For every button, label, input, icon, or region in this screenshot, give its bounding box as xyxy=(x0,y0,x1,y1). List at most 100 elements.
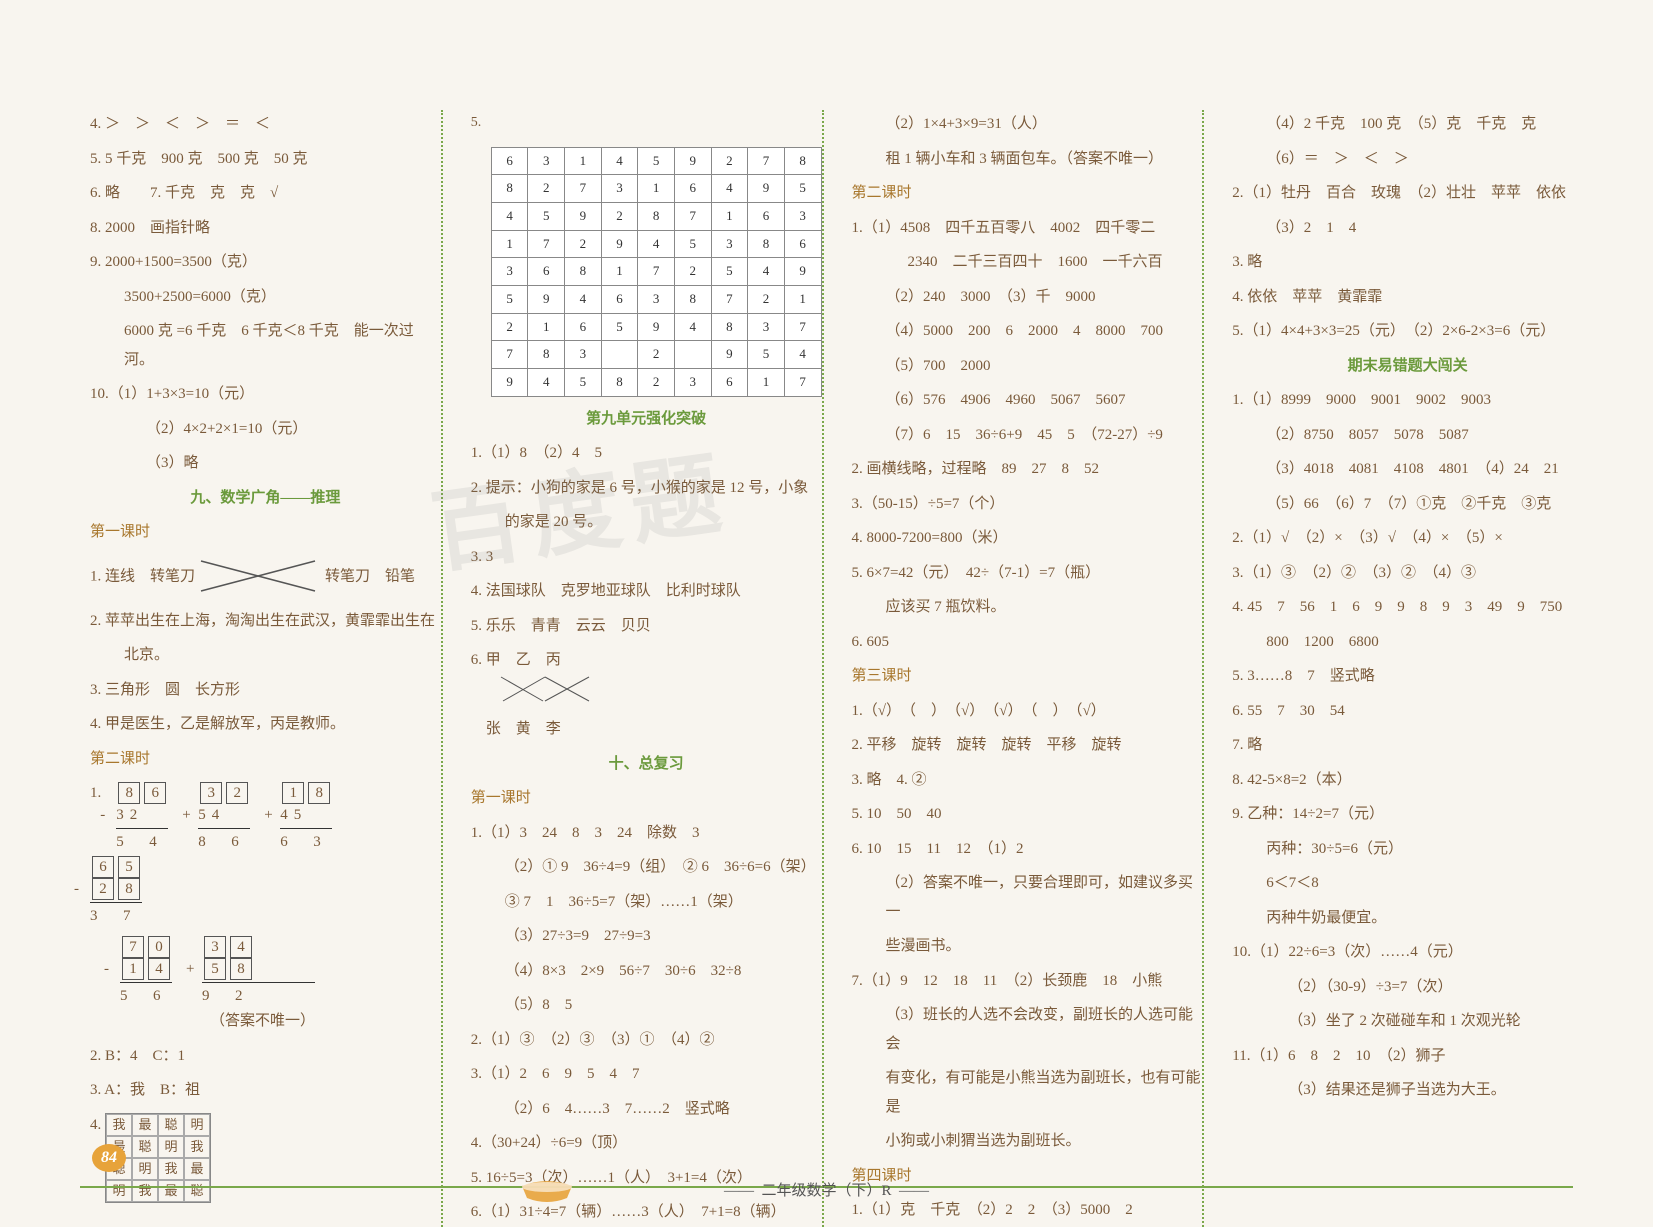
column-1: 4. ＞ ＞ ＜ ＞ ＝ ＜ 5. 5 千克 900 克 500 克 50 克 6.… xyxy=(90,110,443,1227)
text-line: 6. 605 xyxy=(852,628,1203,657)
column-4: （4）2 千克 100 克 （5）克 千克 克 （6）＝ ＞ ＜ ＞ 2.（1）牡丹… xyxy=(1232,110,1583,1227)
text-line: 2. 提示：小狗的家是 6 号，小猴的家是 12 号，小象 xyxy=(471,474,822,503)
text-line: 7.（1）9 12 18 11 （2）长颈鹿 18 小熊 xyxy=(852,967,1203,996)
text-line: 2. 画横线略，过程略 89 27 8 52 xyxy=(852,455,1203,484)
text-line: 九、数学广角——推理 xyxy=(90,484,441,513)
text-line: 丙种：30÷5=6（元） xyxy=(1232,835,1583,864)
text-line: 8. 42-5×8=2（本） xyxy=(1232,766,1583,795)
text-line: 3500+2500=6000（克） xyxy=(90,283,441,312)
text-line: 6. 略 7. 千克 克 克 √ xyxy=(90,179,441,208)
text-line: 第一课时 xyxy=(90,518,441,547)
arith-row-1: 1. 86-325 432+548 618+456 365-283 7 xyxy=(90,779,441,927)
text-line: 10.（1）1+3×3=10（元） xyxy=(90,380,441,409)
text-line: 北京。 xyxy=(90,641,441,670)
text-line: 小狗或小刺猬当选为副班长。 xyxy=(852,1127,1203,1156)
matching-2: 6. 甲 乙 丙 张 黄 李 xyxy=(471,646,822,744)
text-line: 租 1 辆小车和 3 辆面包车。（答案不唯一） xyxy=(852,145,1203,174)
text-line: 3. 略 4. ② xyxy=(852,766,1203,795)
text-line: 有变化，有可能是小熊当选为副班长，也有可能是 xyxy=(852,1064,1203,1121)
text-line: 第一课时 xyxy=(471,784,822,813)
text-line: 期末易错题大闯关 xyxy=(1232,352,1583,381)
text-line: （5）66 （6）7 （7）①克 ②千克 ③克 xyxy=(1232,490,1583,519)
text-line: （3）结果还是狮子当选为大王。 xyxy=(1232,1076,1583,1105)
text-line: ③ 7 1 36÷5=7（架）……1（架） xyxy=(471,888,822,917)
text-line: （4）8×3 2×9 56÷7 30÷6 32÷8 xyxy=(471,957,822,986)
text-line: 第二课时 xyxy=(90,745,441,774)
text-line: 3.（1）2 6 9 5 4 7 xyxy=(471,1060,822,1089)
text-line: 5. 乐乐 青青 云云 贝贝 xyxy=(471,612,822,641)
text-line: （3）2 1 4 xyxy=(1232,214,1583,243)
text-line: 丙种牛奶最便宜。 xyxy=(1232,904,1583,933)
text-line: 8. 2000 画指针略 xyxy=(90,214,441,243)
text-line: 4. 依依 苹苹 黄霏霏 xyxy=(1232,283,1583,312)
text-line: （6）576 4906 4960 5067 5607 xyxy=(852,386,1203,415)
text-line: 7. 略 xyxy=(1232,731,1583,760)
text-line: 2.（1）③ （2）③ （3）① （4）② xyxy=(471,1026,822,1055)
column-3: （2）1×4+3×9=31（人） 租 1 辆小车和 3 辆面包车。（答案不唯一） 第… xyxy=(852,110,1205,1227)
text-line: （4）2 千克 100 克 （5）克 千克 克 xyxy=(1232,110,1583,139)
arith-row-2: 70-145 634+589 2（答案不唯一） xyxy=(90,933,441,1036)
text-line: 3.（1）③ （2）② （3）② （4）③ xyxy=(1232,559,1583,588)
text-line: 4. 法国球队 克罗地亚球队 比利时球队 xyxy=(471,577,822,606)
text-line: 2.（1）√ （2）× （3）√ （4）× （5）× xyxy=(1232,524,1583,553)
text-line: （5）8 5 xyxy=(471,991,822,1020)
text-line: 2. B：4 C：1 xyxy=(90,1042,441,1071)
worksheet-page: 百度题 4. ＞ ＞ ＜ ＞ ＝ ＜5. 5 千克 900 克 500 克 50… xyxy=(0,0,1653,1222)
text-line: 应该买 7 瓶饮料。 xyxy=(852,593,1203,622)
text-line: 4. ＞ ＞ ＜ ＞ ＝ ＜ xyxy=(90,110,441,139)
text-line: 5. 6×7=42（元） 42÷（7-1）=7（瓶） xyxy=(852,559,1203,588)
text-line: （2）8750 8057 5078 5087 xyxy=(1232,421,1583,450)
text-line: （4）5000 200 6 2000 4 8000 700 xyxy=(852,317,1203,346)
text-line: （3）班长的人选不会改变，副班长的人选可能会 xyxy=(852,1001,1203,1058)
text-line: （2）6 4……3 7……2 竖式略 xyxy=(471,1095,822,1124)
text-line: （2）4×2+2×1=10（元） xyxy=(90,415,441,444)
text-line: 4.（30+24）÷6=9（顶） xyxy=(471,1129,822,1158)
text-line: 5. 10 50 40 xyxy=(852,800,1203,829)
text-line: 第九单元强化突破 xyxy=(471,405,822,434)
column-2: 5.63145927882731649545928716317294538636… xyxy=(471,110,824,1227)
text-line: 3. 略 xyxy=(1232,248,1583,277)
text-line: 5.（1）4×4+3×3=25（元） （2）2×6-2×3=6（元） xyxy=(1232,317,1583,346)
text-line: （2）（30-9）÷3=7（次） xyxy=(1232,973,1583,1002)
text-line: 9. 乙种：14÷2=7（元） xyxy=(1232,800,1583,829)
text-line: （6）＝ ＞ ＜ ＞ xyxy=(1232,145,1583,174)
text-line: 6＜7＜8 xyxy=(1232,869,1583,898)
text-line: 3. 3 xyxy=(471,543,822,572)
page-number: 84 xyxy=(92,1144,126,1172)
text-line: 5. 3……8 7 竖式略 xyxy=(1232,662,1583,691)
matching-1: 1. 连线 转笔刀转笔刀 铅笔 xyxy=(90,553,441,601)
text-line: 6. 55 7 30 54 xyxy=(1232,697,1583,726)
text-line: 1.（1）8 （2）4 5 xyxy=(471,439,822,468)
text-line: 10.（1）22÷6=3（次）……4（元） xyxy=(1232,938,1583,967)
footer-label: —— 二年级数学（下）R —— xyxy=(0,1179,1653,1200)
text-line: 2. 苹苹出生在上海，淘淘出生在武汉，黄霏霏出生在 xyxy=(90,607,441,636)
text-line: 4. 8000-7200=800（米） xyxy=(852,524,1203,553)
text-line: （5）700 2000 xyxy=(852,352,1203,381)
text-line: （2）1×4+3×9=31（人） xyxy=(852,110,1203,139)
text-line: （2）① 9 36÷4=9（组） ② 6 36÷6=6（架） xyxy=(471,853,822,882)
text-line: 3. A：我 B：祖 xyxy=(90,1076,441,1105)
text-line: 1.（1）克 千克 （2）2 2 （3）5000 2 xyxy=(852,1196,1203,1225)
text-line: 2.（1）牡丹 百合 玫瑰 （2）壮壮 苹苹 依依 xyxy=(1232,179,1583,208)
text-line: 800 1200 6800 xyxy=(1232,628,1583,657)
text-line: 十、总复习 xyxy=(471,750,822,779)
text-line: （3）略 xyxy=(90,449,441,478)
text-line: （7）6 15 36÷6+9 45 5 （72-27）÷9 xyxy=(852,421,1203,450)
text-line: 1.（1）4508 四千五百零八 4002 四千零二 xyxy=(852,214,1203,243)
text-line: （2）240 3000 （3）千 9000 xyxy=(852,283,1203,312)
text-line: 6000 克 =6 千克 6 千克＜8 千克 能一次过河。 xyxy=(90,317,441,374)
page-number-badge: 84 xyxy=(92,1144,134,1178)
text-line: 1.（√） （ ） （√） （√） （ ） （√） xyxy=(852,697,1203,726)
text-line: （3）27÷3=9 27÷9=3 xyxy=(471,922,822,951)
text-line: （3）4018 4081 4108 4801 （4）24 21 xyxy=(1232,455,1583,484)
text-line: 5. 5 千克 900 克 500 克 50 克 xyxy=(90,145,441,174)
text-line: 1.（1）8999 9000 9001 9002 9003 xyxy=(1232,386,1583,415)
columns: 4. ＞ ＞ ＜ ＞ ＝ ＜ 5. 5 千克 900 克 500 克 50 克 6.… xyxy=(90,110,1583,1227)
text-line: 9. 2000+1500=3500（克） xyxy=(90,248,441,277)
text-line: 第三课时 xyxy=(852,662,1203,691)
text-line: 些漫画书。 xyxy=(852,932,1203,961)
text-line: 2. 平移 旋转 旋转 旋转 平移 旋转 xyxy=(852,731,1203,760)
text-line: 4. 甲是医生，乙是解放军，丙是教师。 xyxy=(90,710,441,739)
text-line: 11.（1）6 8 2 10 （2）狮子 xyxy=(1232,1042,1583,1071)
text-line: 6. 10 15 11 12 （1）2 xyxy=(852,835,1203,864)
